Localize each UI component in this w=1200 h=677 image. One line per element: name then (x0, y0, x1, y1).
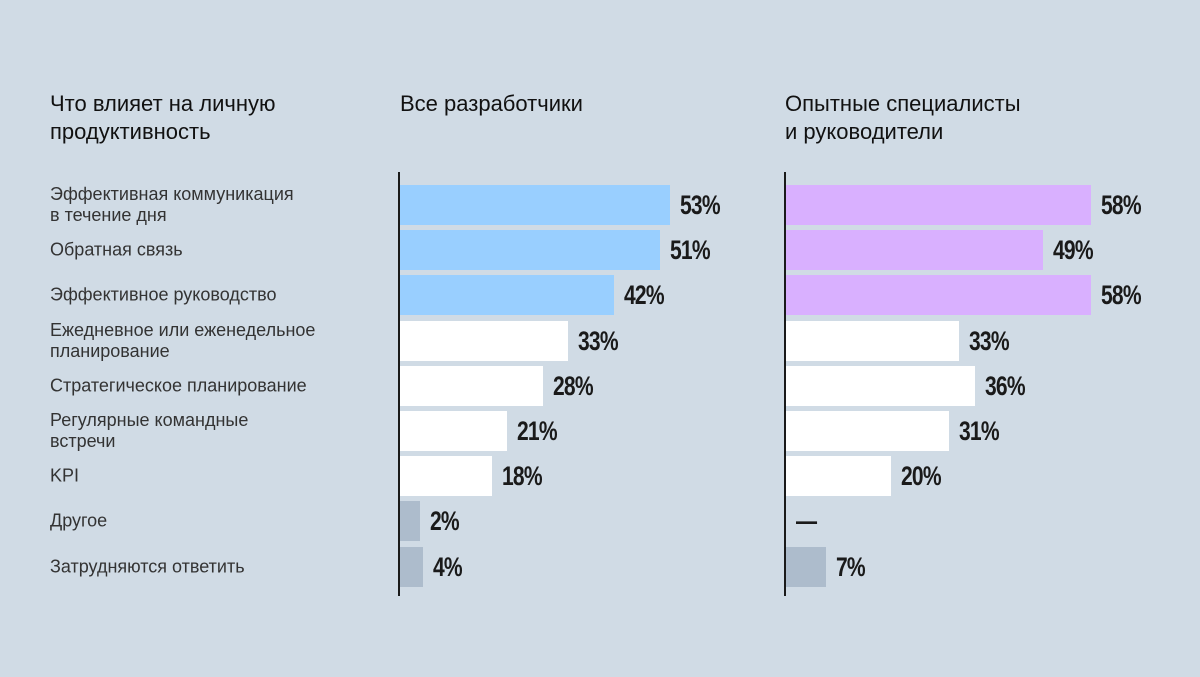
data-label: 2% (430, 506, 460, 537)
category-label-line: Другое (50, 510, 108, 531)
category-label: Затрудняются ответить (50, 556, 390, 577)
data-label: 42% (624, 280, 665, 311)
data-label: 58% (1100, 190, 1142, 220)
data-label: 31% (958, 416, 1000, 446)
category-label: Стратегическое планирование (50, 375, 390, 396)
bar (400, 320, 569, 361)
bar (786, 275, 1091, 316)
bar (786, 411, 949, 451)
category-label: Эффективное руководство (50, 285, 390, 306)
category-label-line: в течение дня (50, 205, 167, 225)
bar (786, 546, 826, 587)
bar (786, 185, 1091, 225)
bar (400, 185, 671, 225)
data-label: 58% (1100, 280, 1142, 311)
category-label-line: Регулярные командные (50, 410, 249, 430)
chart-title-line: Опытные специалисты (785, 91, 1021, 116)
category-label: Эффективная коммуникация в течение дня (50, 184, 390, 226)
bar (400, 501, 420, 542)
category-label: KPI (50, 466, 390, 487)
chart-title-experienced: Опытные специалисты и руководители (785, 90, 1021, 146)
data-label: 53% (680, 190, 721, 220)
data-label: 21% (517, 416, 558, 446)
category-label-line: Затрудняются ответить (50, 556, 245, 577)
axis-line-right (784, 172, 786, 596)
data-label: 4% (432, 551, 463, 582)
bar (400, 456, 492, 497)
data-label: 33% (578, 325, 619, 356)
bar (400, 365, 543, 406)
data-label: 28% (552, 370, 594, 401)
chart-title-all-developers: Все разработчики (400, 91, 583, 116)
bar (786, 320, 960, 361)
category-label: Регулярные командные встречи (50, 410, 390, 452)
category-label-line: Эффективная коммуникация (50, 184, 294, 204)
category-label-line: KPI (50, 465, 80, 486)
category-label: Другое (50, 511, 390, 532)
axis-line-left (398, 172, 400, 596)
data-label: — (796, 506, 817, 537)
category-label: Ежедневное или еженедельное планирование (50, 320, 390, 362)
bar (400, 411, 508, 451)
bar (786, 365, 975, 406)
chart-title-line: и руководители (785, 119, 944, 144)
category-label-line: Стратегическое планирование (50, 375, 307, 396)
data-label: 33% (969, 325, 1010, 356)
data-label: 49% (1053, 235, 1094, 266)
category-label: Обратная связь (50, 240, 390, 261)
category-label-line: встречи (50, 431, 116, 451)
bar (400, 230, 661, 271)
category-label-line: Эффективное руководство (50, 284, 277, 305)
data-label: 20% (901, 461, 942, 492)
bar (400, 546, 423, 587)
category-header: Что влияет на личную продуктивность (50, 90, 276, 146)
category-label-line: Ежедневное или еженедельное (50, 319, 316, 340)
data-label: 18% (501, 461, 543, 492)
bar (786, 456, 891, 497)
category-header-line: продуктивность (50, 119, 211, 144)
bar (400, 275, 615, 316)
data-label: 51% (670, 235, 711, 266)
category-label-line: Обратная связь (50, 239, 183, 260)
data-label: 36% (985, 370, 1026, 401)
bar (786, 230, 1044, 271)
category-header-line: Что влияет на личную (50, 91, 276, 116)
data-label: 7% (835, 551, 866, 582)
category-label-line: планирование (50, 340, 170, 361)
